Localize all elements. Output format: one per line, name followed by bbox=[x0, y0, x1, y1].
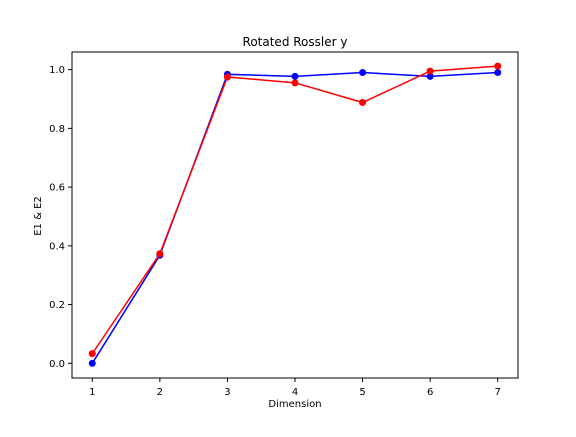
x-tick-label: 1 bbox=[89, 387, 95, 398]
x-tick-label: 2 bbox=[157, 387, 163, 398]
plot-area bbox=[88, 62, 502, 367]
data-point bbox=[156, 250, 164, 258]
series-2 bbox=[88, 62, 502, 358]
data-point bbox=[494, 69, 502, 77]
x-tick-label: 4 bbox=[292, 387, 298, 398]
y-tick-label: 0.2 bbox=[49, 300, 65, 311]
y-tick-label: 0.0 bbox=[49, 359, 65, 370]
y-axis-label: E1 & E2 bbox=[33, 196, 44, 236]
data-point bbox=[359, 99, 367, 107]
data-point bbox=[291, 72, 299, 80]
y-tick-label: 0.6 bbox=[49, 183, 65, 194]
data-point bbox=[88, 359, 96, 367]
data-point bbox=[426, 67, 434, 75]
data-point bbox=[291, 79, 299, 87]
x-tick-label: 7 bbox=[495, 387, 501, 398]
data-point bbox=[88, 350, 96, 358]
y-tick-label: 0.4 bbox=[49, 241, 65, 252]
data-point bbox=[494, 62, 502, 70]
data-point bbox=[223, 73, 231, 81]
x-tick-label: 6 bbox=[427, 387, 433, 398]
x-axis-label: Dimension bbox=[268, 399, 321, 410]
y-tick-label: 0.8 bbox=[49, 124, 65, 135]
chart-title: Rotated Rossler y bbox=[243, 35, 348, 49]
axes: 1 2 3 4 5 6 7 0.0 0.2 0.4 0.6 0.8 1.0 bbox=[49, 51, 519, 398]
data-point bbox=[359, 69, 367, 77]
y-tick-label: 1.0 bbox=[49, 65, 65, 76]
x-tick-label: 5 bbox=[359, 387, 365, 398]
data-point bbox=[426, 72, 434, 80]
y-axis-ticks: 0.0 0.2 0.4 0.6 0.8 1.0 bbox=[49, 65, 72, 370]
x-axis-ticks: 1 2 3 4 5 6 7 bbox=[89, 378, 501, 398]
x-tick-label: 3 bbox=[224, 387, 230, 398]
